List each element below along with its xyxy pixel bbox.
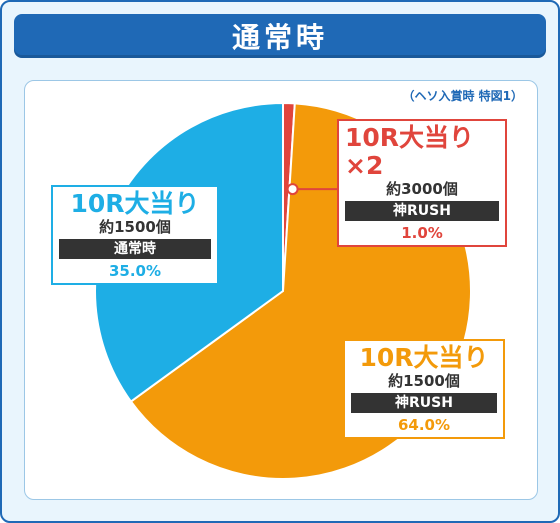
page-title: 通常時 bbox=[231, 21, 328, 54]
slice-label-mode: 神RUSH bbox=[345, 201, 499, 221]
slice-label-mode: 神RUSH bbox=[351, 393, 497, 413]
slice-label-count: 約3000個 bbox=[386, 180, 458, 198]
slice-label-percent: 1.0% bbox=[401, 224, 443, 242]
title-bar: 通常時 bbox=[14, 14, 546, 58]
label-pointer-dot bbox=[286, 183, 299, 196]
slice-label-title: 10R大当り bbox=[359, 343, 489, 372]
slice-label-percent: 64.0% bbox=[397, 416, 451, 434]
slice-label-blue: 10R大当り 約1500個 通常時 35.0% bbox=[51, 185, 219, 285]
slice-label-orange: 10R大当り 約1500個 神RUSH 64.0% bbox=[343, 339, 505, 439]
slice-label-title: 10R大当り bbox=[70, 189, 200, 218]
slice-label-red: 10R大当り×2 約3000個 神RUSH 1.0% bbox=[337, 119, 507, 247]
slice-label-mode: 通常時 bbox=[59, 239, 211, 259]
chart-panel: （ヘソ入賞時 特図1） 10R大当り×2 約3000個 神RUSH 1.0% 1… bbox=[24, 80, 538, 500]
slice-label-count: 約1500個 bbox=[388, 372, 460, 390]
slice-label-title: 10R大当り×2 bbox=[345, 123, 475, 180]
slice-label-count: 約1500個 bbox=[99, 218, 171, 236]
slice-label-percent: 35.0% bbox=[108, 262, 162, 280]
chart-note: （ヘソ入賞時 特図1） bbox=[402, 89, 523, 103]
